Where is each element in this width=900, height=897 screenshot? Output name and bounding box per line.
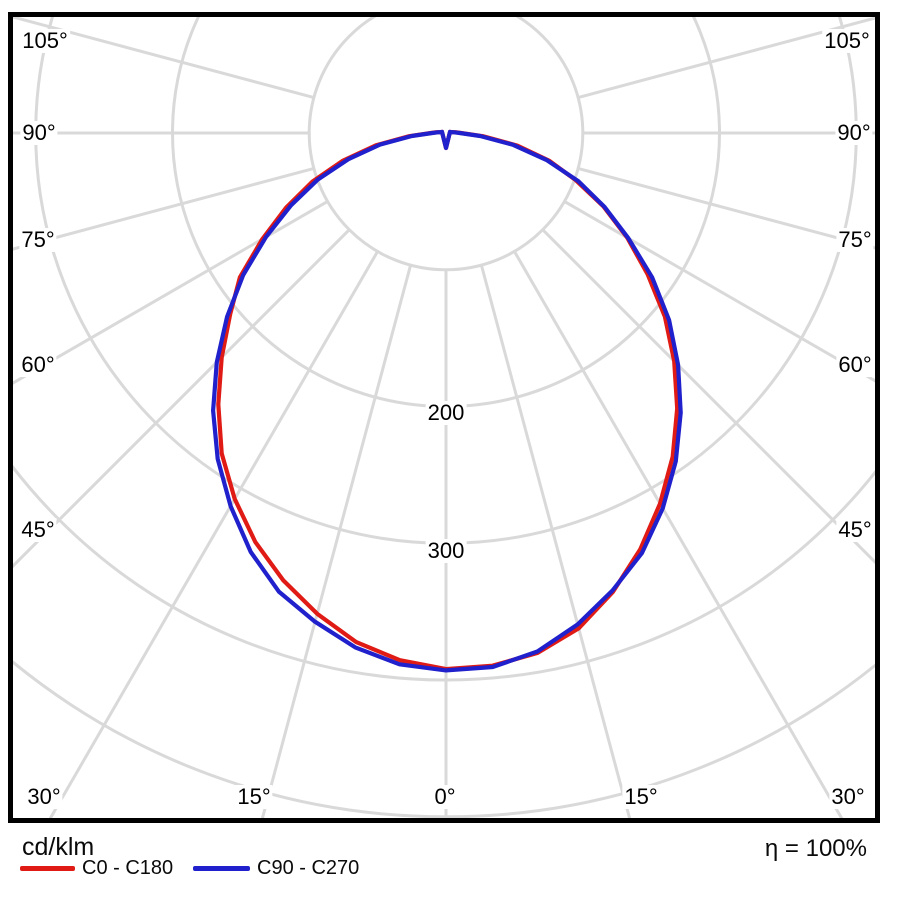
legend-label-c0-c180: C0 - C180 xyxy=(82,857,174,879)
unit-label: cd/klm xyxy=(22,833,95,861)
angle-label-75: 75° xyxy=(836,227,874,252)
angle-label-75: 75° xyxy=(19,227,57,252)
angle-label-45: 45° xyxy=(836,517,874,542)
grid-spoke-60 xyxy=(563,200,875,383)
angle-label-60: 60° xyxy=(19,352,57,377)
angle-label-15: 15° xyxy=(622,784,660,809)
grid-spoke-105 xyxy=(577,17,875,100)
angle-label-105: 105° xyxy=(822,28,872,53)
angle-label-15: 15° xyxy=(235,784,273,809)
legend-label-c90-c270: C90 - C270 xyxy=(257,857,360,879)
efficiency-label: η = 100% xyxy=(764,835,867,862)
grid-spoke--15 xyxy=(260,264,413,818)
grid-spoke--30 xyxy=(48,250,379,818)
grid-spoke--105 xyxy=(13,17,315,100)
legend-swatch-c0-c180 xyxy=(20,866,75,871)
angle-label-105: 105° xyxy=(20,28,70,53)
angle-label-90: 90° xyxy=(20,120,58,145)
grid-spoke-30 xyxy=(513,250,844,818)
chart-footer: cd/klm η = 100% C0 - C180 C90 - C270 xyxy=(0,823,900,897)
grid-spoke--75 xyxy=(13,166,315,251)
angle-label-45: 45° xyxy=(19,517,57,542)
angle-label-30: 30° xyxy=(25,784,63,809)
angle-label-0: 0° xyxy=(432,784,458,809)
grid-spoke-45 xyxy=(541,228,875,565)
curve-C90-C270 xyxy=(211,129,683,673)
ring-label-200: 200 xyxy=(425,400,467,425)
angle-label-30: 30° xyxy=(829,784,867,809)
angle-label-60: 60° xyxy=(836,352,874,377)
angle-label-90: 90° xyxy=(835,120,873,145)
ring-label-300: 300 xyxy=(425,538,467,563)
grid-spoke--60 xyxy=(13,200,329,385)
legend-swatch-c90-c270 xyxy=(193,866,250,871)
grid-ring-400 xyxy=(13,464,875,682)
grid-spoke--45 xyxy=(13,228,351,569)
grid-ring-100 xyxy=(307,17,585,272)
grid-spoke-75 xyxy=(577,166,875,250)
grid-spoke-15 xyxy=(479,264,632,818)
